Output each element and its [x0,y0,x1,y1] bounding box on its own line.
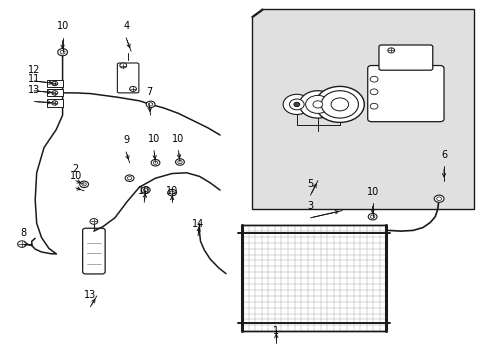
Circle shape [153,161,157,164]
Text: 7: 7 [146,87,152,97]
Text: 12: 12 [28,64,41,75]
Circle shape [90,219,98,224]
Circle shape [18,241,26,247]
Text: 10: 10 [138,186,150,196]
Text: 10: 10 [56,21,69,31]
Bar [242,225,386,331]
Circle shape [330,98,348,111]
Circle shape [141,187,150,193]
Circle shape [80,181,88,188]
Text: 8: 8 [20,228,26,238]
Circle shape [315,86,364,122]
Circle shape [433,195,443,202]
Circle shape [127,177,132,180]
Circle shape [52,81,58,86]
Circle shape [177,161,182,164]
Circle shape [125,175,134,181]
Text: 13: 13 [84,290,97,300]
Text: 1: 1 [273,326,279,336]
Bar [47,89,62,96]
Circle shape [299,91,336,118]
Circle shape [370,215,374,218]
Circle shape [52,91,58,95]
Circle shape [321,91,358,118]
Text: 4: 4 [123,21,129,31]
Circle shape [169,191,174,194]
Circle shape [129,86,136,91]
Bar [47,80,62,87]
Text: 5: 5 [307,179,313,189]
Circle shape [293,102,299,107]
Text: 3: 3 [307,201,313,211]
Circle shape [167,189,176,196]
Circle shape [146,101,155,108]
Circle shape [369,89,377,95]
Circle shape [120,63,126,68]
Circle shape [312,101,322,108]
Circle shape [151,159,160,166]
FancyBboxPatch shape [82,228,105,274]
Circle shape [369,103,377,109]
Circle shape [60,50,65,54]
Text: 10: 10 [172,134,184,144]
Circle shape [387,48,394,53]
Text: 9: 9 [123,135,129,145]
Circle shape [305,95,329,113]
Bar [47,99,62,107]
Circle shape [52,101,58,105]
Circle shape [369,76,377,82]
Text: 2: 2 [73,164,79,174]
Circle shape [81,183,86,186]
Circle shape [289,99,304,110]
Circle shape [367,213,376,220]
Text: 13: 13 [28,85,41,95]
Circle shape [148,103,152,106]
Circle shape [58,49,67,56]
Circle shape [436,197,441,201]
Text: 6: 6 [440,150,446,160]
Text: 10: 10 [366,187,378,197]
Text: 10: 10 [147,134,160,144]
Text: 10: 10 [165,186,178,196]
Text: 11: 11 [28,74,41,84]
Circle shape [175,159,184,165]
Circle shape [143,189,147,192]
Text: 10: 10 [69,171,82,181]
FancyBboxPatch shape [367,66,443,122]
Text: 14: 14 [191,219,204,229]
Polygon shape [251,9,473,209]
FancyBboxPatch shape [378,45,432,70]
Circle shape [283,94,310,114]
FancyBboxPatch shape [117,63,139,93]
